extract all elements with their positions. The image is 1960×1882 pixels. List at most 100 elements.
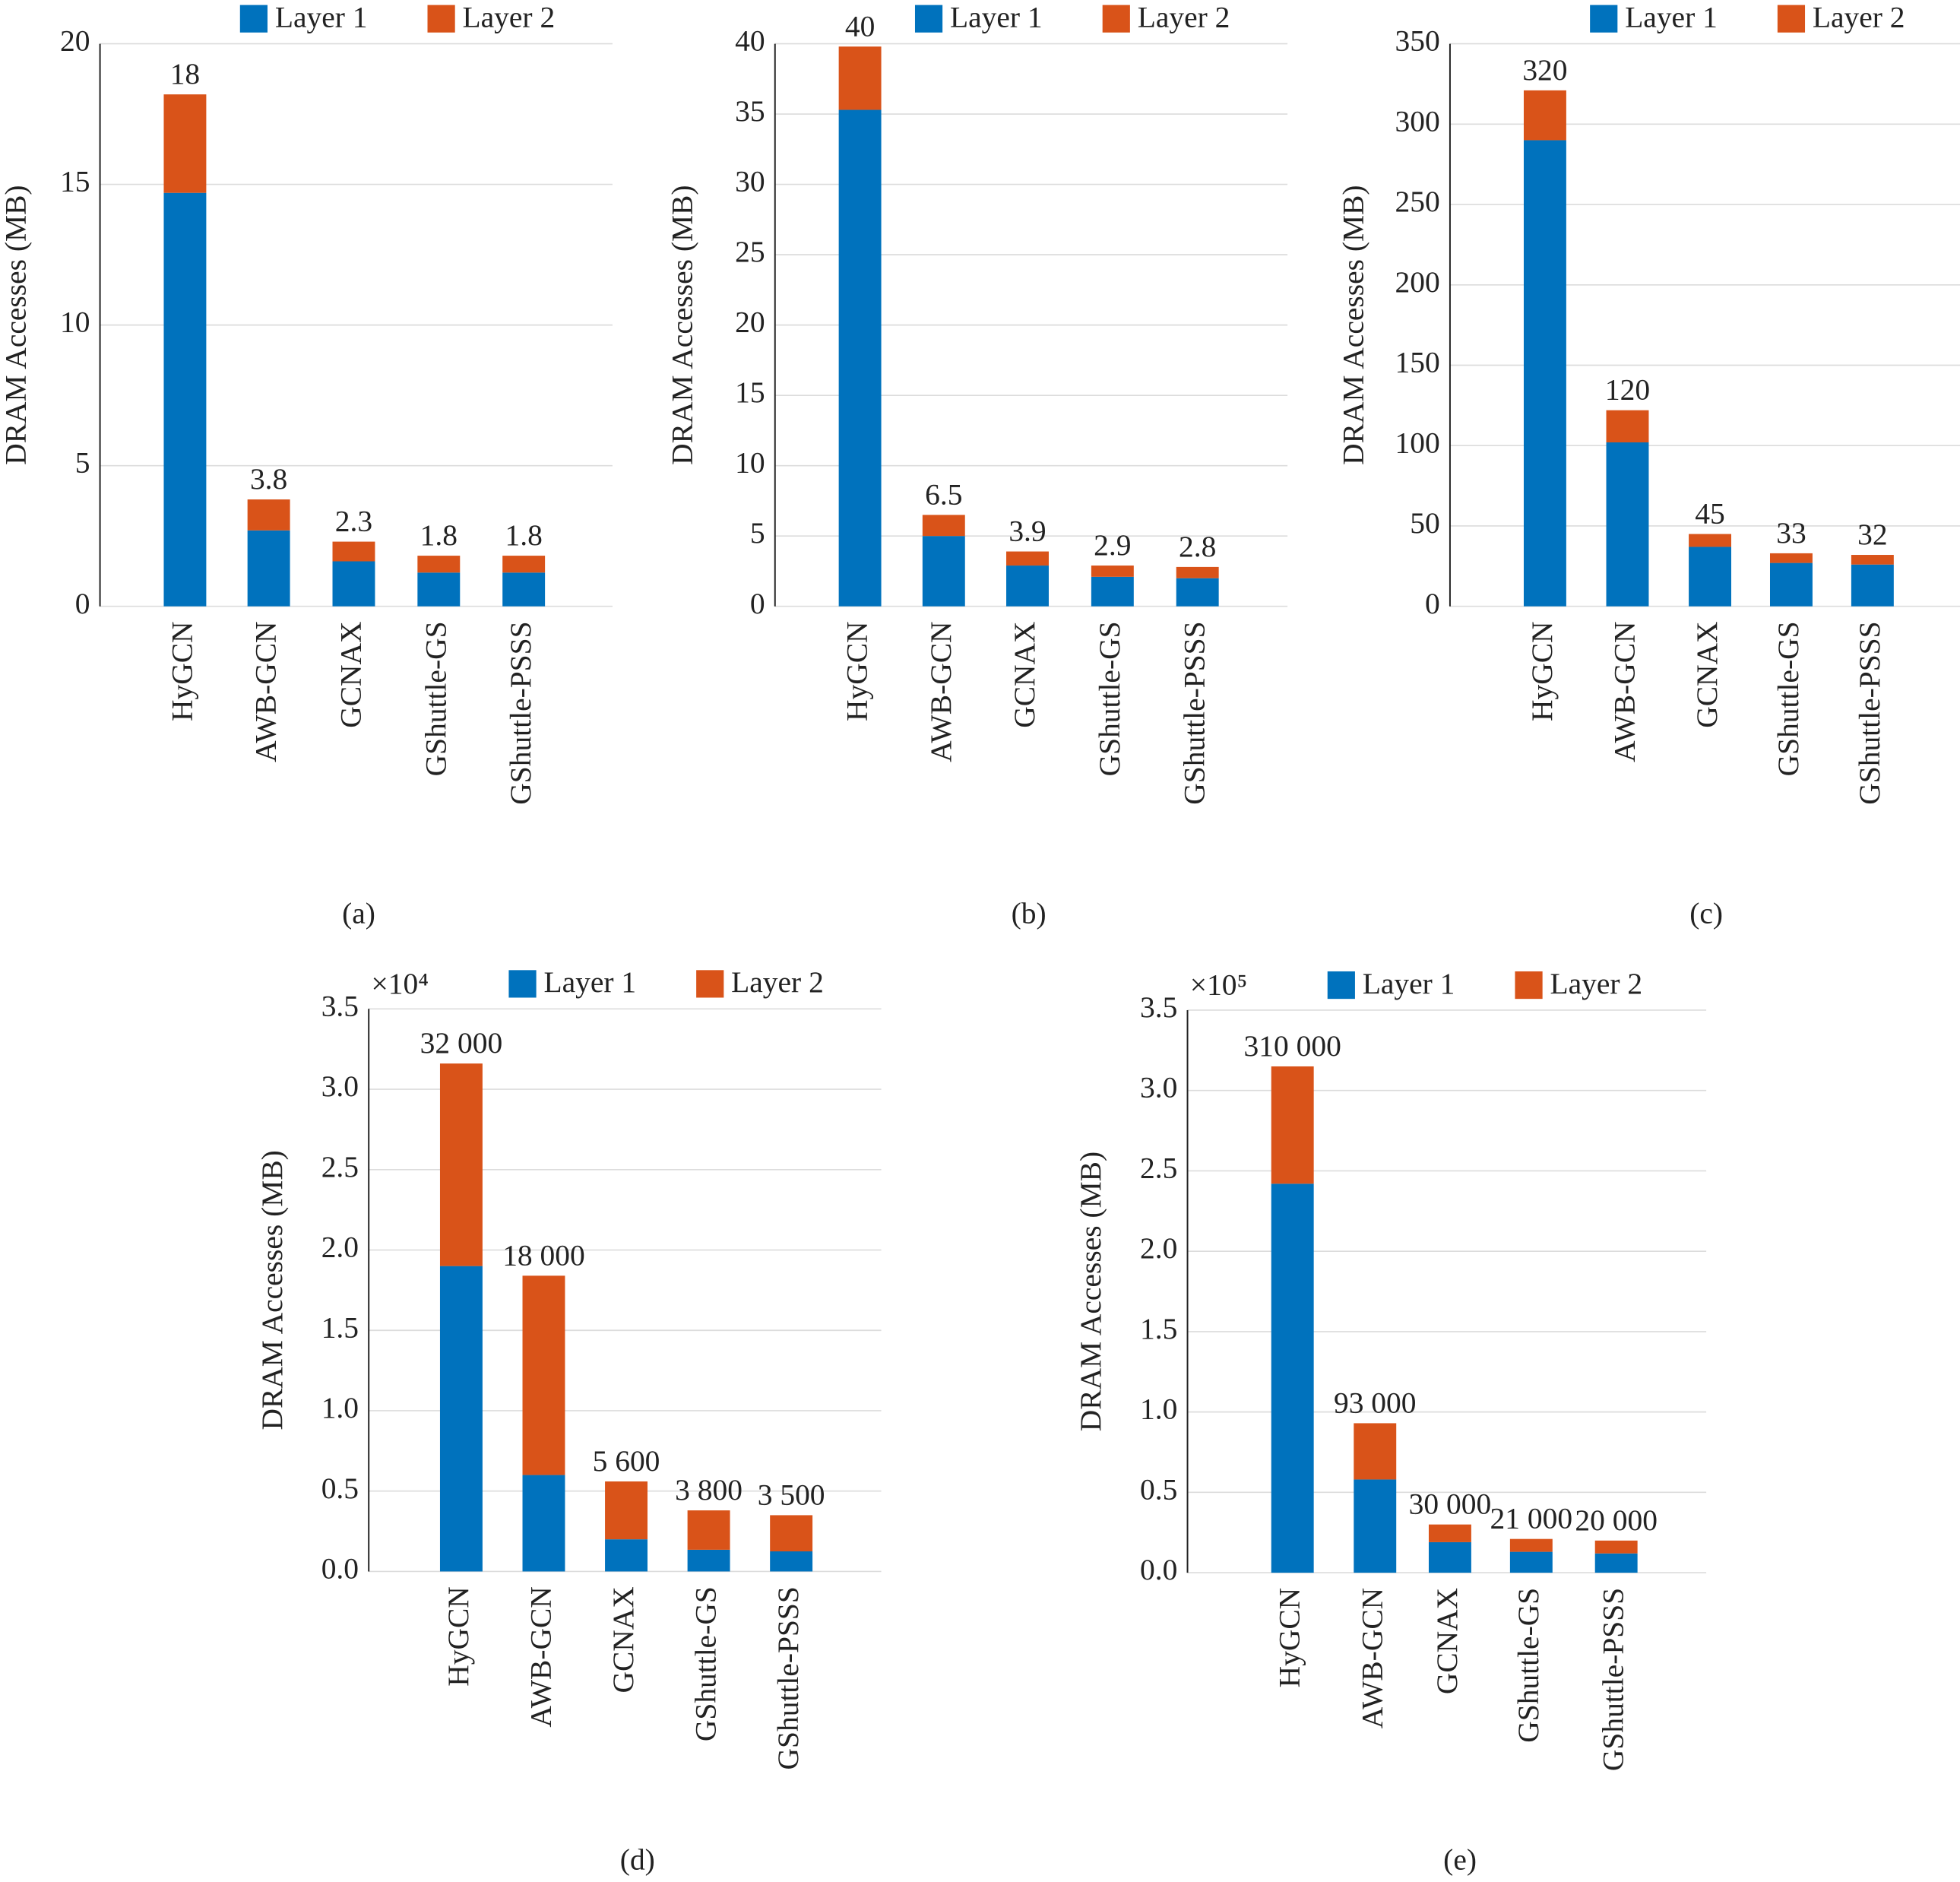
x-tick-label: HyGCN [442,1586,475,1687]
total-label: 32 000 [420,1026,503,1060]
legend-swatch [239,5,268,33]
legend-label: Layer 2 [1138,0,1230,33]
bar-segment [1594,1553,1638,1573]
bar-segment [1091,566,1134,577]
y-tick-label: 20 [60,24,90,58]
bar-segment [1176,578,1219,607]
total-label: 320 [1522,53,1567,87]
y-tick-label: 10 [735,446,765,480]
total-label: 310 000 [1244,1029,1341,1063]
bar-segment [1354,1423,1397,1480]
total-label: 3.9 [1008,515,1046,548]
y-tick-label: 300 [1395,104,1440,138]
legend-swatch [914,5,943,33]
bar-segment [770,1515,813,1552]
y-tick-label: 40 [735,24,765,58]
legend-label: Layer 1 [543,965,636,999]
bar-segment [1091,576,1134,607]
y-tick-label: 25 [735,235,765,268]
subplot-label: (b) [1012,897,1046,930]
x-tick-label: HyGCN [165,621,198,721]
total-label: 6.5 [925,477,962,511]
bar-segment [332,541,375,562]
bar-segment [522,1275,565,1475]
total-label: 45 [1695,497,1724,531]
bar-segment [522,1475,565,1572]
legend-label: Layer 2 [463,0,556,33]
x-tick-label: GCNAX [334,621,368,727]
bar-segment [417,572,461,607]
bar-segment [1006,566,1049,607]
bar-segment [1523,90,1566,141]
bar-segment [1509,1538,1553,1552]
x-tick-label: GCNAX [1690,621,1724,727]
x-tick-label: GCNAX [606,1586,640,1693]
y-tick-label: 0 [750,587,765,620]
y-tick-label: 5 [750,516,765,550]
total-label: 3.8 [250,462,287,496]
bar-segment [1509,1551,1553,1573]
y-tick-label: 30 [735,165,765,198]
x-tick-label: GShuttle-GS [689,1586,723,1741]
y-tick-label: 3.0 [1140,1071,1177,1104]
y-tick-label: 250 [1395,185,1440,218]
legend-swatch [1777,5,1806,33]
bar-segment [1354,1479,1397,1573]
bar-segment [1689,534,1732,547]
y-tick-label: 0.5 [321,1472,359,1505]
total-label: 5 600 [593,1444,660,1478]
bar-segment [1689,547,1732,607]
y-tick-label: 3.0 [321,1069,359,1103]
x-tick-label: GShuttle-GS [1772,621,1805,776]
x-tick-label: GCNAX [1430,1588,1464,1694]
total-label: 32 [1857,518,1887,551]
x-tick-label: AWB-GCN [924,621,958,762]
total-label: 2.9 [1094,528,1131,562]
y-tick-label: 150 [1395,346,1440,379]
total-label: 2.3 [335,505,372,538]
total-label: 1.8 [505,518,542,552]
bar-segment [687,1510,730,1550]
total-label: 21 000 [1490,1502,1573,1535]
bar-segment [163,94,207,193]
bar-segment [163,192,207,607]
legend-label: Layer 2 [1550,967,1643,1000]
y-tick-label: 0.5 [1140,1472,1177,1506]
total-label: 30 000 [1409,1488,1492,1521]
x-tick-label: HyGCN [1273,1588,1306,1688]
total-label: 93 000 [1334,1386,1417,1419]
y-tick-label: 1.0 [1140,1392,1177,1426]
bar-segment [1769,553,1813,563]
bar-segment [1271,1183,1314,1573]
bar-segment [1606,442,1649,607]
legend-swatch [508,970,537,998]
y-tick-label: 15 [60,165,90,198]
y-tick-label: 1.5 [1140,1312,1177,1345]
legend-label: Layer 2 [731,965,824,999]
x-tick-label: AWB-GCN [524,1586,558,1727]
y-tick-label: 50 [1410,506,1439,540]
bar-segment [770,1551,813,1572]
y-tick-label: 20 [735,306,765,339]
legend-label: Layer 1 [1625,0,1718,33]
bar-segment [417,556,461,573]
x-tick-label: HyGCN [1525,621,1559,721]
x-tick-label: GShuttle-PSSS [504,621,537,804]
y-axis-label: DRAM Accesses (MB) [665,185,698,464]
bar-segment [605,1481,648,1540]
legend-label: Layer 1 [950,0,1043,33]
y-axis-label: DRAM Accesses (MB) [0,185,33,464]
bar-segment [1523,140,1566,607]
bar-segment [1851,555,1894,565]
bar-segment [247,530,290,607]
y-tick-label: 2.5 [321,1150,359,1183]
bar-segment [502,556,546,573]
bar-segment [1176,566,1219,578]
y-tick-label: 350 [1395,24,1440,58]
bar-segment [838,109,882,607]
bar-segment [687,1549,730,1572]
y-axis-label: DRAM Accesses (MB) [255,1150,289,1430]
bar-segment [1851,564,1894,607]
y-tick-label: 0.0 [1140,1553,1177,1586]
